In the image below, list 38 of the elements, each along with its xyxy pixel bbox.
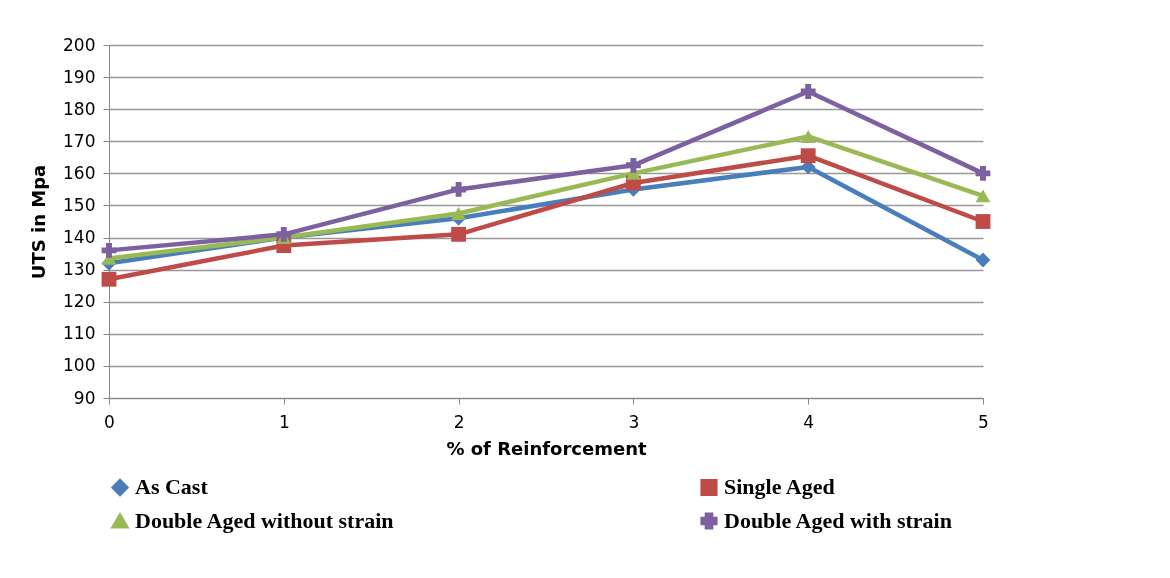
x-tick-label: 4 [803, 411, 815, 432]
x-axis-title: % of Reinforcement [446, 437, 647, 459]
point [101, 242, 117, 258]
point [451, 207, 467, 220]
point [975, 252, 991, 268]
y-tick-label: 140 [63, 227, 96, 248]
point [276, 226, 292, 242]
point [975, 165, 991, 181]
point [101, 271, 117, 287]
y-tick-label: 90 [73, 387, 96, 408]
point [800, 130, 816, 143]
legend-label: Double Aged with strain [724, 508, 952, 533]
legend-label: Double Aged without strain [135, 508, 394, 533]
y-tick-label: 100 [63, 355, 96, 376]
legend-label: Single Aged [724, 474, 835, 500]
point [800, 148, 816, 164]
point [975, 214, 991, 229]
x-tick-label: 0 [104, 411, 115, 432]
y-tick-label: 190 [63, 66, 96, 87]
y-axis-title: UTS in Mpa [28, 164, 50, 280]
x-tick-label: 5 [978, 411, 989, 432]
y-tick-label: 150 [63, 194, 96, 215]
x-tick-label: 2 [453, 411, 465, 432]
point [451, 226, 467, 242]
legend-label: As Cast [135, 474, 209, 500]
y-tick-label: 110 [63, 323, 96, 344]
y-tick-label: 200 [63, 34, 96, 55]
x-tick-label: 1 [278, 411, 290, 432]
point [451, 181, 467, 197]
point [975, 189, 991, 203]
y-tick-label: 160 [63, 162, 96, 183]
y-tick-label: 130 [63, 259, 96, 280]
y-tick-label: 170 [63, 130, 96, 151]
point [800, 84, 816, 99]
y-tick-label: 180 [63, 98, 96, 119]
point [625, 157, 641, 173]
x-tick-label: 3 [628, 411, 640, 432]
y-tick-label: 120 [63, 291, 96, 312]
